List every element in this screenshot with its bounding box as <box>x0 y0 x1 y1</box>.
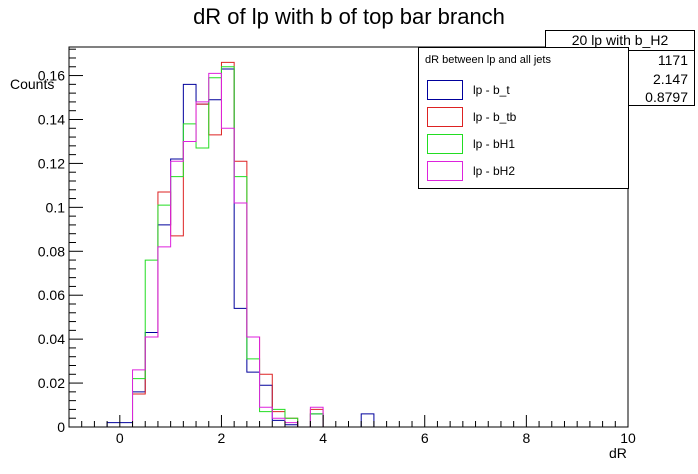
y-tick-label: 0.12 <box>38 155 65 171</box>
legend-entry-bh1: lp - bH1 <box>427 134 617 154</box>
y-tick-label: 0.1 <box>46 199 66 215</box>
legend-label-bh1: lp - bH1 <box>473 137 516 151</box>
series-line-1 <box>107 61 438 428</box>
x-tick-label: 0 <box>116 430 124 446</box>
series-line-0 <box>106 68 438 428</box>
stats-rms: 0.8797 <box>645 89 688 105</box>
y-tick-label: 0.14 <box>38 111 65 127</box>
y-tick-label: 0.02 <box>38 375 65 391</box>
x-tick-label: 6 <box>421 430 429 446</box>
x-tick-label: 8 <box>522 430 530 446</box>
legend-label-b-t: lp - b_t <box>473 83 510 97</box>
legend-entry-bh2: lp - bH2 <box>427 161 617 181</box>
stats-entries: 1171 <box>657 52 688 68</box>
legend-swatch-b-t <box>427 80 463 100</box>
x-axis-label: dR <box>609 445 627 461</box>
y-tick-label: 0.04 <box>38 331 65 347</box>
legend: dR between lp and all jets lp - b_t lp -… <box>418 47 629 189</box>
y-tick-label: 0.16 <box>38 68 65 84</box>
y-tick-label: 0.08 <box>38 243 65 259</box>
y-axis-label: Counts <box>10 76 55 92</box>
legend-header: dR between lp and all jets <box>425 54 551 66</box>
series-line-2 <box>107 66 438 428</box>
y-tick-label: 0.06 <box>38 287 65 303</box>
y-tick-label: 0 <box>57 419 65 435</box>
legend-label-bh2: lp - bH2 <box>473 164 516 178</box>
legend-swatch-bh2 <box>427 161 463 181</box>
legend-swatch-bh1 <box>427 134 463 154</box>
x-tick-label: 10 <box>620 430 636 446</box>
legend-label-b-tb: lp - b_tb <box>473 110 517 124</box>
legend-entry-b-tb: lp - b_tb <box>427 107 617 127</box>
legend-swatch-b-tb <box>427 107 463 127</box>
stats-mean: 2.147 <box>652 71 688 87</box>
x-tick-label: 4 <box>319 430 327 446</box>
chart-title: dR of lp with b of top bar branch <box>193 4 505 29</box>
x-tick-label: 2 <box>218 430 226 446</box>
legend-entry-b-t: lp - b_t <box>427 80 617 100</box>
